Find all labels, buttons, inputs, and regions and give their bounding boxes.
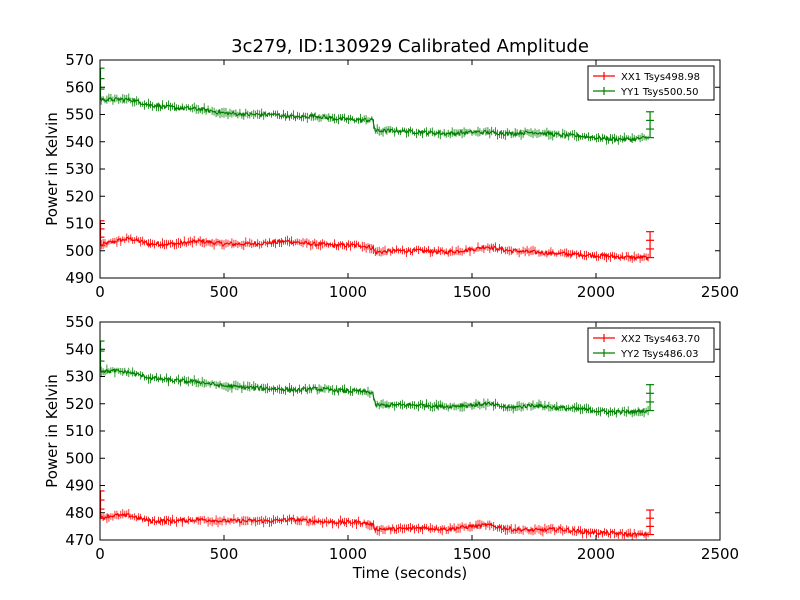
y-tick-label: 470 <box>65 531 94 549</box>
y-tick-label: 540 <box>65 133 94 151</box>
legend-label: XX2 Tsys463.70 <box>621 334 700 345</box>
y-tick-label: 510 <box>65 422 94 440</box>
y-axis-label: Power in Kelvin <box>43 112 61 226</box>
x-tick-label: 2500 <box>701 545 739 563</box>
x-tick-label: 0 <box>95 283 105 301</box>
x-tick-label: 0 <box>95 545 105 563</box>
x-tick-label: 1000 <box>329 545 367 563</box>
bottom-panel: Power in Kelvin 0 500 1000 1500 2000 2500 470 48… <box>43 313 739 563</box>
y-tick-label: 530 <box>65 160 94 178</box>
series-yy2 <box>100 340 655 418</box>
x-tick-label: 500 <box>210 283 239 301</box>
y-tick-label: 520 <box>65 395 94 413</box>
y-tick-label: 490 <box>65 269 94 287</box>
y-tick-label: 560 <box>65 78 94 96</box>
y-tick-label: 500 <box>65 242 94 260</box>
x-axis-label: Time (seconds) <box>352 564 468 582</box>
x-tick-label: 1500 <box>453 545 491 563</box>
y-tick-label: 540 <box>65 340 94 358</box>
y-tick-label: 550 <box>65 106 94 124</box>
y-tick-label: 550 <box>65 313 94 331</box>
x-tick-label: 500 <box>210 545 239 563</box>
legend-label: YY1 Tsys500.50 <box>620 87 699 98</box>
x-tick-label: 2500 <box>701 283 739 301</box>
y-tick-label: 510 <box>65 215 94 233</box>
legend: XX1 Tsys498.98 YY1 Tsys500.50 <box>587 65 715 101</box>
top-panel: Power in Kelvin 0 500 1000 1500 2000 2500 490 50… <box>43 51 739 301</box>
legend: XX2 Tsys463.70 YY2 Tsys486.03 <box>587 327 715 363</box>
legend-label: YY2 Tsys486.03 <box>620 349 699 360</box>
x-tick-label: 2000 <box>577 283 615 301</box>
y-tick-label: 500 <box>65 449 94 467</box>
y-tick-label: 530 <box>65 368 94 386</box>
y-tick-label: 490 <box>65 477 94 495</box>
legend-label: XX1 Tsys498.98 <box>621 72 700 83</box>
series-errorbars <box>100 509 649 540</box>
x-tick-label: 1000 <box>329 283 367 301</box>
y-tick-label: 520 <box>65 187 94 205</box>
figure-title: 3c279, ID:130929 Calibrated Amplitude <box>231 36 589 57</box>
x-tick-label: 1500 <box>453 283 491 301</box>
legend-box <box>587 327 715 363</box>
x-tick-label: 2000 <box>577 545 615 563</box>
y-tick-label: 570 <box>65 51 94 69</box>
series-errorbars <box>100 93 649 145</box>
y-axis-label: Power in Kelvin <box>43 374 61 488</box>
plot-area <box>100 340 655 540</box>
y-tick-label: 480 <box>65 504 94 522</box>
legend-box <box>587 65 715 101</box>
